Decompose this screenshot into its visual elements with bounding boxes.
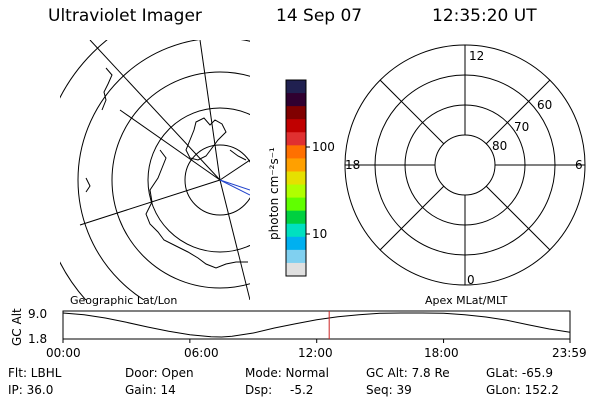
orbit-xtick-label: 00:00 [46,346,81,360]
lat-circle [184,144,250,216]
geographic-map [60,40,250,300]
altitude-series-line [62,312,571,338]
colorbar-swatch [286,80,306,94]
left-panel-label: Geographic Lat/Lon [70,294,178,307]
app-title: Ultraviolet Imager [48,6,202,26]
right-panel-label: Apex MLat/MLT [425,294,508,307]
colorbar-swatch [286,249,306,264]
colorbar-swatch [286,119,306,133]
mlt-line [485,79,551,145]
glon-info: GLon: 152.2 [486,383,559,397]
coastline [185,117,227,161]
orbit-xtick-label: 23:59 [552,346,587,360]
colorbar-swatch [286,223,306,238]
lon-line [199,40,221,181]
orbit-ylabel: GC Alt [10,308,24,346]
lon-line [219,179,250,300]
mlt-label-12: 12 [469,49,484,63]
colorbar-tick-label: 100 [312,140,335,154]
orbit-ytick-label: 1.8 [28,332,47,346]
coastline [85,177,91,193]
mlt-line [485,185,551,251]
door-info: Door: Open [125,366,194,380]
colorbar-swatch [286,145,306,159]
colorbar-frame [285,79,307,277]
mlat-label-70: 70 [514,120,529,134]
orbit-plot [62,311,571,343]
mode-info: Mode: Normal [245,366,329,380]
colorbar-swatch [286,236,306,251]
colorbar-swatch [286,171,306,186]
satellite-track [219,179,250,191]
coastline [229,149,247,161]
time-label: 12:35:20 UT [432,6,537,26]
colorbar [286,80,306,277]
colorbar-label: photon cm⁻²s⁻¹ [267,147,281,240]
colorbar-swatch [286,262,306,277]
lon-line [79,179,221,226]
seq-info: Seq: 39 [366,383,412,397]
orbit-ytick-label: 9.0 [28,307,47,321]
lon-line [219,159,250,181]
gc-alt-info: GC Alt: 7.8 Re [366,366,450,380]
orbit-xtick-label: 06:00 [184,346,219,360]
mlt-label-6: 6 [575,158,583,172]
lat-circle [147,107,250,253]
glat-info: GLat: -65.9 [486,366,553,380]
orbit-xtick-label: 18:00 [424,346,459,360]
mlt-label-18: 18 [345,158,360,172]
colorbar-swatch [286,93,306,107]
ip-info: IP: 36.0 [8,383,54,397]
colorbar-swatch [286,158,306,172]
coastline [145,149,248,269]
orbit-xtick-label: 12:00 [298,346,333,360]
lon-line [119,109,221,181]
colorbar-swatch [286,197,306,212]
mlt-line [379,185,445,251]
colorbar-swatch [286,106,306,120]
mlt-line [379,79,445,145]
mlt-label-0: 0 [467,273,475,287]
lon-line [89,40,221,181]
magnetic-polar-plot [344,44,586,286]
dsp-label: Dsp: [245,383,273,397]
filter-info: Flt: LBHL [8,366,62,380]
mlat-label-60: 60 [537,98,552,112]
coastline [101,67,113,111]
colorbar-tick-label: 10 [312,227,327,241]
dsp-value: -5.2 [290,383,314,397]
satellite-track [219,179,250,196]
mlat-label-80: 80 [492,139,507,153]
colorbar-swatch [286,210,306,225]
lat-circle [111,71,250,289]
date-label: 14 Sep 07 [276,6,363,26]
gain-info: Gain: 14 [125,383,176,397]
colorbar-swatch [286,132,306,146]
colorbar-swatch [286,184,306,199]
lat-circle [77,40,250,300]
